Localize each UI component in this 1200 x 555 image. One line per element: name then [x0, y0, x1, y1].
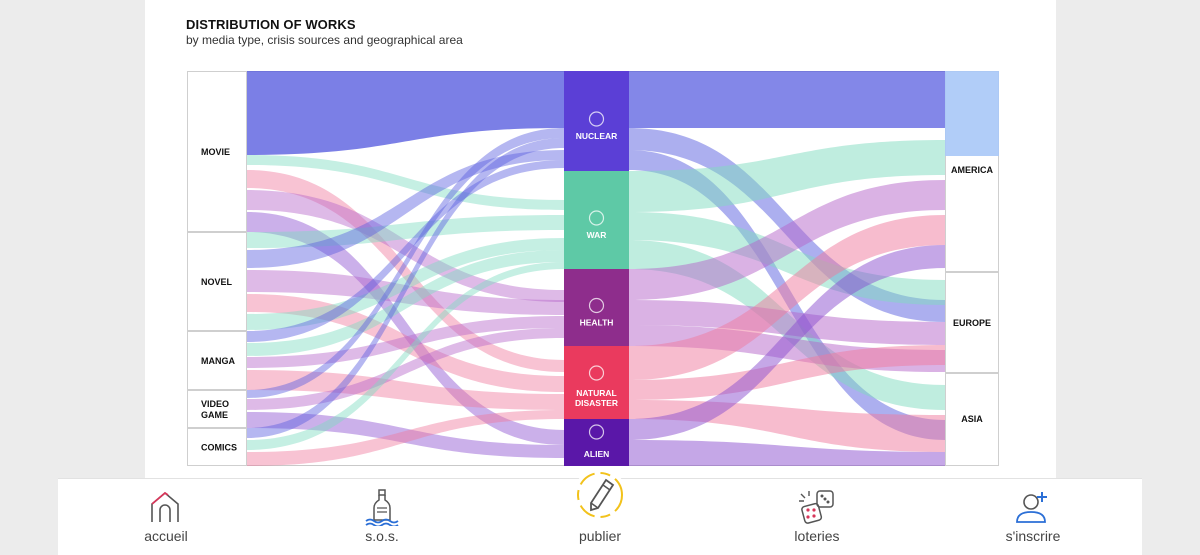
sankey-node-middle-label: WAR — [587, 230, 607, 240]
sankey-node-left-label: MANGA — [201, 356, 235, 366]
nav-sos[interactable]: s.o.s. — [312, 479, 452, 555]
nav-label-sinscrire: s'inscrire — [1005, 528, 1061, 544]
sankey-node-middle-label: NUCLEAR — [576, 131, 618, 141]
sankey-link-right — [629, 440, 945, 466]
bottom-navigation: accueil s.o.s. publier loterie — [58, 467, 1142, 555]
pencil-icon — [577, 472, 623, 518]
sankey-node-middle-label: ALIEN — [584, 449, 610, 459]
chart-title: DISTRIBUTION OF WORKS — [186, 17, 356, 32]
crisis-icon — [588, 111, 605, 127]
sankey-node-left — [187, 232, 247, 331]
chart-subtitle: by media type, crisis sources and geogra… — [186, 33, 463, 47]
sankey-node-right-highlight — [945, 71, 999, 156]
sankey-link-left — [247, 316, 564, 368]
nav-label-accueil: accueil — [144, 528, 188, 544]
sankey-link-right — [629, 140, 945, 212]
sankey-node-left-label: COMICS — [201, 443, 237, 453]
sankey-link-left — [247, 250, 564, 356]
nav-accueil[interactable]: accueil — [96, 479, 236, 555]
nav-label-loteries: loteries — [794, 528, 840, 544]
sankey-node-left — [187, 71, 247, 232]
sankey-node-middle-label: DISASTER — [575, 398, 618, 408]
sankey-node-middle — [564, 71, 629, 171]
sankey-link-left — [247, 370, 564, 410]
sankey-link-right — [629, 300, 945, 345]
sankey-link-left — [247, 128, 564, 398]
sankey-node-left-label: VIDEO — [201, 399, 229, 409]
sankey-node-middle — [564, 419, 629, 466]
crisis-icon — [588, 297, 605, 314]
sankey-node-right-label: ASIA — [961, 414, 983, 424]
sankey-link-left — [247, 270, 564, 315]
sankey-node-right — [945, 272, 999, 373]
sankey-node-middle-label: NATURAL — [576, 388, 616, 398]
sankey-node-middle — [564, 171, 629, 269]
nav-label-sos: s.o.s. — [365, 528, 399, 544]
sankey-link-left — [247, 294, 564, 392]
sankey-link-right — [629, 180, 945, 300]
sankey-link-left — [247, 150, 564, 268]
sankey-link-left — [247, 212, 564, 445]
sankey-link-left — [247, 138, 564, 438]
nav-label-publier: publier — [578, 528, 622, 544]
bottle-icon — [365, 489, 399, 526]
sankey-link-right — [629, 245, 945, 440]
sankey-node-middle — [564, 346, 629, 419]
sankey-link-left — [247, 328, 564, 410]
sankey-node-left-label: MOVIE — [201, 147, 230, 157]
sankey-link-left — [247, 262, 564, 450]
nav-sinscrire[interactable]: s'inscrire — [963, 479, 1103, 555]
sankey-link-left — [247, 410, 564, 466]
sankey-node-left — [187, 428, 247, 466]
add-user-icon — [1016, 492, 1047, 523]
dice-icon — [799, 490, 834, 524]
sankey-node-right-label: EUROPE — [953, 318, 991, 328]
sankey-link-right — [629, 345, 945, 400]
nav-loteries[interactable]: loteries — [747, 479, 887, 555]
sankey-link-left — [247, 412, 564, 458]
sankey-link-left — [247, 160, 564, 342]
sankey-node-right-label: AMERICA — [951, 165, 993, 175]
sankey-link-right — [629, 71, 945, 128]
sankey-node-middle — [564, 269, 629, 346]
sankey-node-middle-label: HEALTH — [580, 318, 614, 328]
crisis-icon — [588, 424, 605, 440]
sankey-node-left — [187, 331, 247, 390]
sankey-link-left — [247, 215, 564, 248]
sankey-node-left-label: GAME — [201, 410, 228, 420]
sankey-link-left — [247, 71, 564, 155]
sankey-link-left — [247, 155, 564, 210]
sankey-node-left — [187, 390, 247, 428]
crisis-icon — [588, 210, 605, 226]
sankey-link-left — [247, 190, 564, 302]
sankey-link-right — [629, 215, 945, 380]
crisis-icon — [588, 365, 605, 381]
home-icon — [151, 491, 179, 522]
sankey-link-left — [247, 170, 564, 372]
nav-publier[interactable]: publier — [530, 467, 670, 555]
sankey-node-right — [945, 373, 999, 466]
sankey-node-left-label: NOVEL — [201, 277, 233, 287]
sankey-link-left — [247, 238, 564, 330]
